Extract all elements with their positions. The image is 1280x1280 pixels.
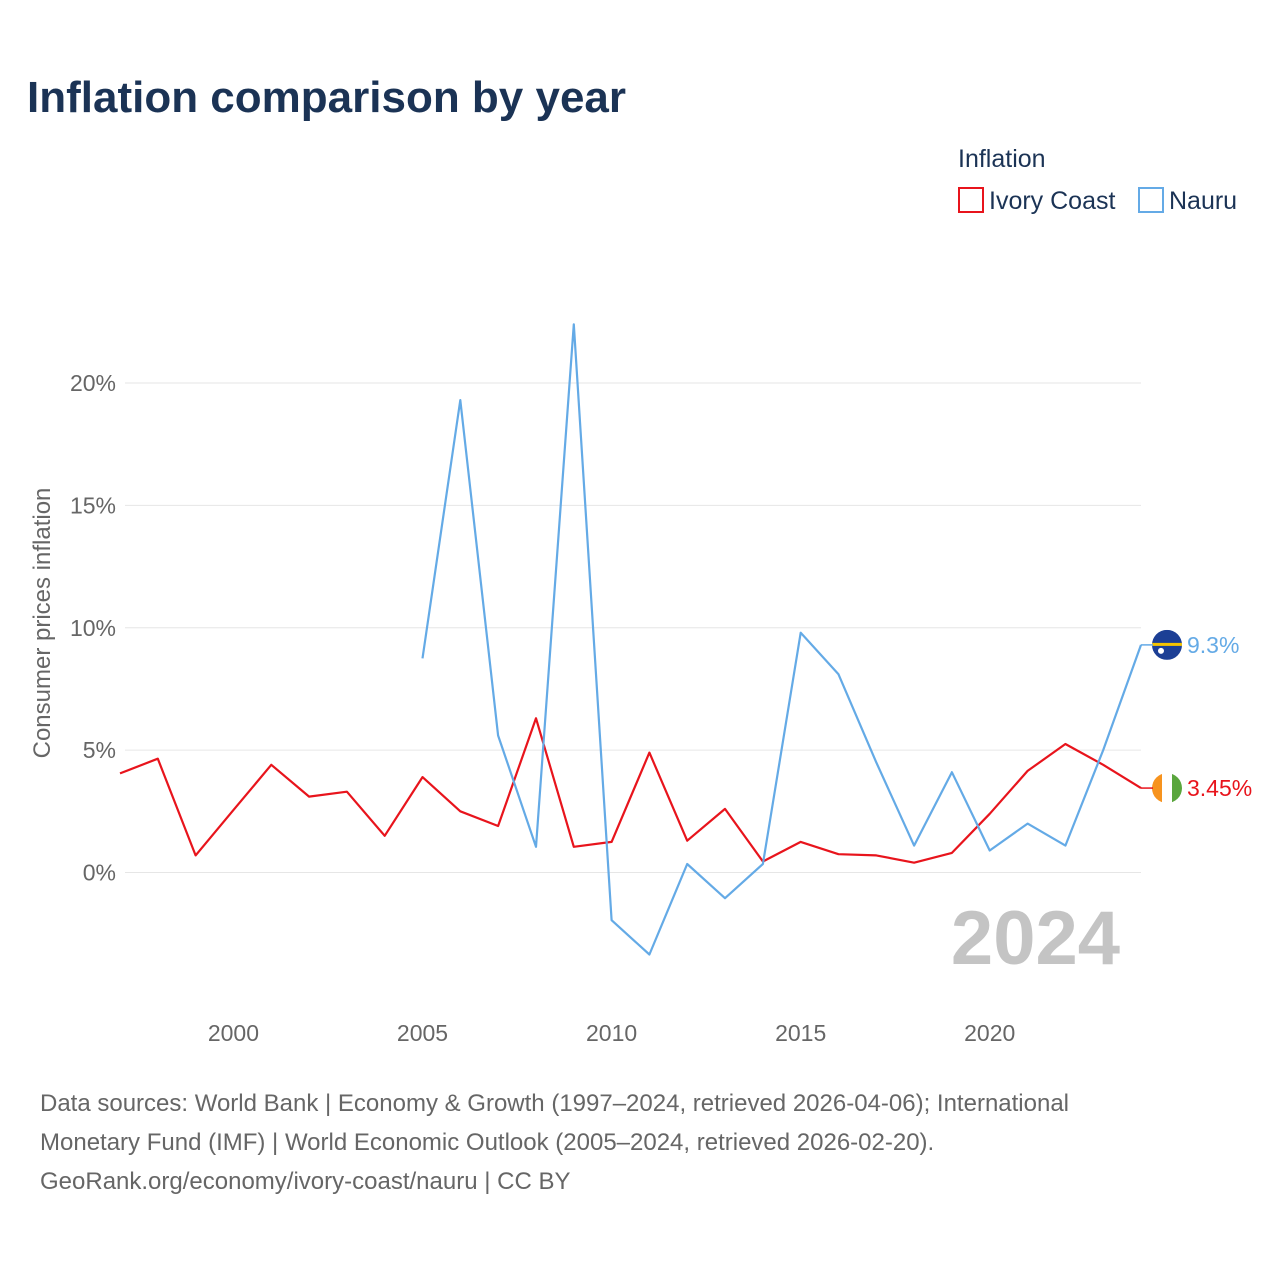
legend-swatch-ivory-coast (958, 187, 984, 213)
series-line-ivory-coast[interactable] (119, 717, 1142, 864)
ivory-coast-flag-icon (1152, 773, 1182, 804)
legend-label-nauru: Nauru (1169, 187, 1237, 215)
y-tick-label: 0% (83, 860, 116, 886)
y-tick-label: 5% (83, 737, 116, 763)
x-tick-label: 2010 (586, 1020, 637, 1046)
nauru-flag-icon (1152, 629, 1182, 660)
x-tick-labels: 2000 2005 2010 2015 2020 (208, 1020, 1015, 1046)
x-tick-label: 2000 (208, 1020, 259, 1046)
legend-label-ivory-coast: Ivory Coast (989, 187, 1115, 215)
footer-line-3[interactable]: GeoRank.org/economy/ivory-coast/nauru | … (40, 1168, 571, 1195)
x-tick-label: 2015 (775, 1020, 826, 1046)
legend-title: Inflation (958, 145, 1046, 173)
y-tick-labels: 0% 5% 10% 15% 20% (70, 370, 116, 886)
footer-line-1: Data sources: World Bank | Economy & Gro… (40, 1090, 1070, 1117)
y-axis-title: Consumer prices inflation (29, 488, 56, 759)
y-tick-label: 20% (70, 370, 116, 396)
data-source-footer: Data sources: World Bank | Economy & Gro… (40, 1084, 1240, 1201)
series-lines (119, 323, 1143, 956)
year-watermark: 2024 (951, 896, 1120, 981)
legend-item-nauru[interactable]: Nauru (1138, 187, 1237, 215)
chart-title: Inflation comparison by year (27, 73, 626, 122)
legend-item-ivory-coast[interactable]: Ivory Coast (958, 187, 1115, 215)
series-line-nauru[interactable] (421, 323, 1143, 956)
footer-line-2: Monetary Fund (IMF) | World Economic Out… (40, 1129, 935, 1156)
y-tick-label: 10% (70, 615, 116, 641)
legend-swatch-nauru (1138, 187, 1164, 213)
x-tick-label: 2005 (397, 1020, 448, 1046)
x-tick-label: 2020 (964, 1020, 1015, 1046)
end-value-label-ivory-coast: 3.45% (1187, 775, 1252, 801)
end-value-label-nauru: 9.3% (1187, 632, 1239, 658)
y-tick-label: 15% (70, 492, 116, 518)
end-markers: 3.45% 9.3% (1141, 629, 1252, 804)
grid-lines (125, 382, 1141, 874)
